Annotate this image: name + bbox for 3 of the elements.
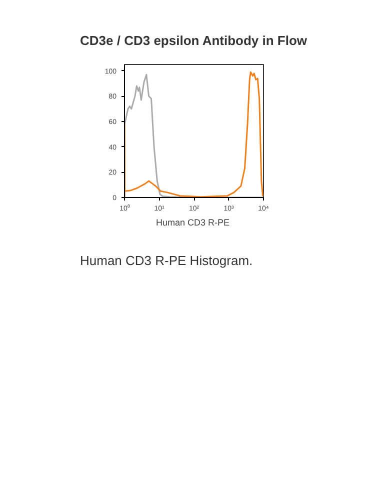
text: Human CD3 R-PE Histogram. (80, 252, 253, 270)
chart-title: CD3e / CD3 epsilon Antibody in Flow (80, 32, 308, 50)
x-axis-title: Human CD3 R-PE (156, 218, 230, 228)
